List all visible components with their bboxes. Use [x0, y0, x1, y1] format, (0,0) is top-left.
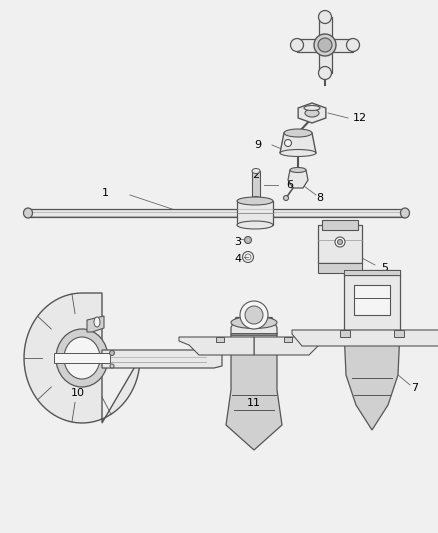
Ellipse shape — [245, 306, 263, 324]
Ellipse shape — [56, 329, 108, 387]
Polygon shape — [24, 293, 140, 423]
Bar — [28, 209, 405, 217]
Text: 8: 8 — [316, 193, 324, 203]
Polygon shape — [179, 337, 254, 355]
Ellipse shape — [400, 208, 410, 218]
Ellipse shape — [318, 11, 332, 23]
Bar — [318, 263, 362, 273]
Text: 9: 9 — [254, 140, 261, 150]
Ellipse shape — [280, 149, 316, 157]
Ellipse shape — [290, 167, 306, 173]
Text: 6: 6 — [286, 180, 293, 190]
Polygon shape — [325, 38, 353, 52]
Ellipse shape — [237, 197, 273, 205]
Polygon shape — [216, 337, 224, 342]
Ellipse shape — [335, 237, 345, 247]
Ellipse shape — [346, 38, 360, 52]
Ellipse shape — [24, 208, 32, 218]
Ellipse shape — [94, 317, 100, 327]
Polygon shape — [340, 330, 350, 337]
Ellipse shape — [244, 237, 251, 244]
Polygon shape — [292, 330, 438, 346]
Text: 1: 1 — [102, 188, 109, 198]
Polygon shape — [231, 318, 277, 335]
Ellipse shape — [231, 317, 277, 328]
Ellipse shape — [252, 168, 260, 174]
Ellipse shape — [285, 140, 292, 147]
Polygon shape — [284, 337, 292, 342]
Polygon shape — [298, 103, 326, 123]
Polygon shape — [318, 17, 332, 45]
Polygon shape — [318, 45, 332, 73]
Text: 12: 12 — [353, 113, 367, 123]
Polygon shape — [394, 330, 404, 337]
Ellipse shape — [318, 67, 332, 79]
Bar — [344, 270, 400, 275]
Ellipse shape — [318, 38, 332, 52]
Polygon shape — [344, 330, 400, 430]
Bar — [318, 225, 362, 263]
Ellipse shape — [304, 106, 320, 110]
Bar — [237, 201, 273, 225]
Ellipse shape — [64, 337, 100, 379]
Text: 3: 3 — [234, 237, 241, 247]
Ellipse shape — [237, 221, 273, 229]
Text: 4: 4 — [234, 254, 242, 264]
Bar — [252, 171, 260, 199]
Polygon shape — [288, 170, 308, 188]
Bar — [344, 270, 400, 330]
Ellipse shape — [110, 351, 114, 356]
Ellipse shape — [283, 196, 289, 200]
Bar — [322, 220, 358, 230]
Ellipse shape — [284, 129, 312, 137]
Polygon shape — [254, 337, 329, 355]
Text: 11: 11 — [247, 398, 261, 408]
Ellipse shape — [240, 301, 268, 329]
Polygon shape — [87, 316, 104, 332]
Text: 5: 5 — [381, 263, 389, 273]
Text: 2: 2 — [252, 170, 260, 180]
Polygon shape — [280, 133, 316, 153]
Text: 10: 10 — [71, 388, 85, 398]
Bar — [54, 353, 110, 363]
Ellipse shape — [252, 197, 260, 201]
Ellipse shape — [110, 364, 114, 368]
Ellipse shape — [314, 34, 336, 56]
Text: 7: 7 — [411, 383, 419, 393]
Ellipse shape — [305, 109, 319, 117]
Bar — [354, 285, 390, 315]
Ellipse shape — [290, 38, 304, 52]
Polygon shape — [226, 335, 282, 450]
Polygon shape — [297, 38, 325, 52]
Ellipse shape — [338, 239, 343, 245]
Polygon shape — [102, 346, 222, 368]
